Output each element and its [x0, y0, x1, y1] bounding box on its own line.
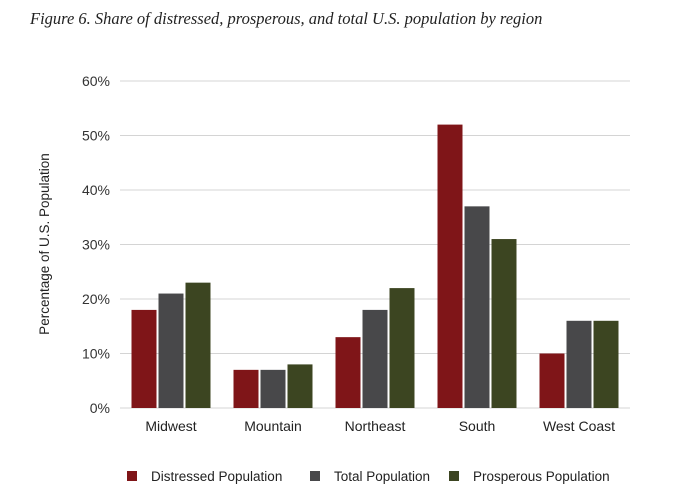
- bar-west-coast-0: [539, 353, 565, 408]
- bar-midwest-1: [158, 293, 184, 408]
- x-category-label: Midwest: [145, 418, 196, 434]
- x-category-label: South: [459, 418, 496, 434]
- chart-title: Figure 6. Share of distressed, prosperou…: [29, 9, 542, 28]
- bar-west-coast-2: [593, 320, 619, 408]
- x-axis-categories: Midwest Mountain Northeast South West Coast: [145, 418, 615, 434]
- bar-northeast-0: [335, 337, 361, 408]
- bar-northeast-2: [389, 288, 415, 408]
- legend-label: Prosperous Population: [473, 469, 610, 484]
- y-tick-label: 50%: [82, 128, 110, 144]
- y-tick-label: 30%: [82, 237, 110, 253]
- bar-midwest-2: [185, 282, 211, 408]
- y-axis-ticks: 0% 10% 20% 30% 40% 50% 60%: [82, 73, 110, 416]
- legend: Distressed Population Total Population Pro…: [127, 469, 610, 484]
- bar-west-coast-1: [566, 320, 592, 408]
- bar-midwest-0: [131, 309, 157, 408]
- x-category-label: Mountain: [244, 418, 302, 434]
- x-category-label: West Coast: [543, 418, 615, 434]
- bar-south-0: [437, 124, 463, 408]
- bar-northeast-1: [362, 309, 388, 408]
- bar-mountain-2: [287, 364, 313, 408]
- y-tick-label: 40%: [82, 182, 110, 198]
- bar-south-1: [464, 206, 490, 408]
- y-axis-label: Percentage of U.S. Population: [37, 153, 52, 335]
- bars: [131, 124, 619, 408]
- y-tick-label: 10%: [82, 346, 110, 362]
- bar-mountain-0: [233, 369, 259, 408]
- y-tick-label: 0%: [90, 400, 110, 416]
- x-category-label: Northeast: [345, 418, 406, 434]
- legend-swatch: [127, 471, 137, 481]
- legend-swatch: [310, 471, 320, 481]
- legend-label: Distressed Population: [151, 469, 282, 484]
- bar-south-2: [491, 239, 517, 408]
- legend-label: Total Population: [334, 469, 430, 484]
- y-tick-label: 60%: [82, 73, 110, 89]
- bar-mountain-1: [260, 369, 286, 408]
- y-tick-label: 20%: [82, 291, 110, 307]
- legend-swatch: [449, 471, 459, 481]
